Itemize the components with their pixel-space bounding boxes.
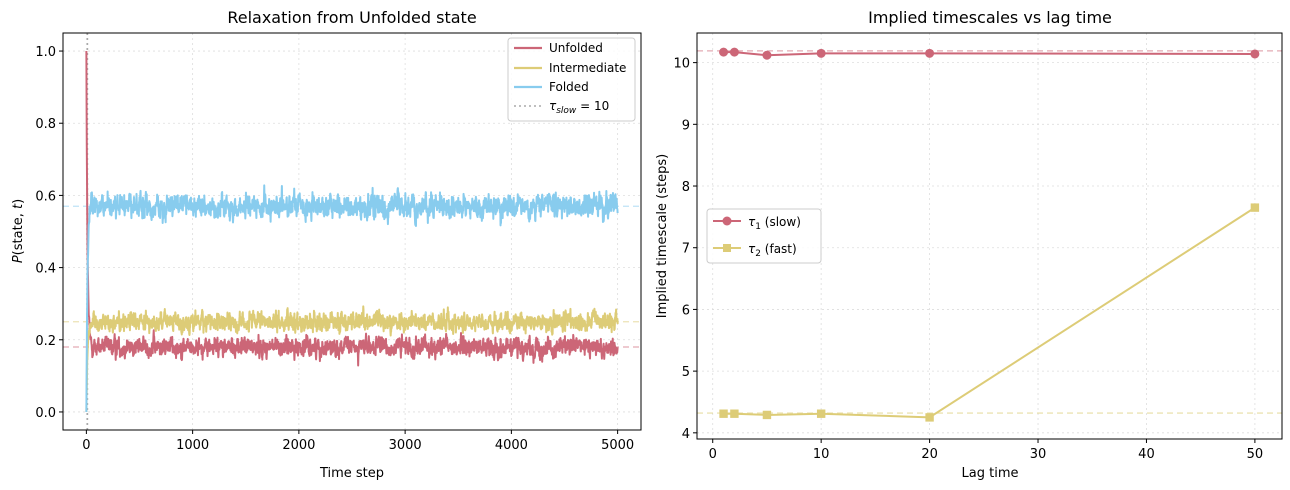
legend-frame [706,208,822,264]
y-tick-label: 4 [682,427,690,442]
y-tick-label: 0.2 [35,334,56,349]
relaxation-chart: Relaxation from Unfolded state 0 1000 2000… [11,8,642,481]
y-tick-label: 1.0 [35,45,56,60]
legend-label-tau-slow: τslow = 10 [549,99,609,116]
legend-marker-tau1 [722,216,732,226]
legend-marker-tau2 [723,244,731,252]
x-tick-label: 10 [813,447,830,462]
series-line-unfolded [85,51,619,367]
plot-frame [62,32,642,431]
data-point-tau1 [925,48,935,58]
series-line-folded [85,184,619,412]
x-tick-label: 1000 [176,438,209,453]
x-axis-label: Time step [319,466,384,481]
tau-subscript: 1 [755,222,761,232]
y-tick-label: 0.8 [35,117,56,132]
x-tick-label: 0 [82,438,90,453]
y-axis-label: P(state, t) [11,199,26,263]
x-tick-label: 0 [709,447,717,462]
data-point-tau1 [1250,49,1260,59]
y-axis-ticks: 0.0 0.2 0.4 0.6 0.8 1.0 [35,45,63,421]
x-axis-ticks: 0 1000 2000 3000 4000 5000 [82,430,634,453]
series-group [719,47,1260,422]
data-point-tau2 [925,413,934,422]
x-axis-label: Lag time [962,466,1019,481]
x-axis-ticks: 0 10 20 30 40 50 [709,439,1264,462]
tau-subscript: 2 [755,249,761,259]
data-point-tau1 [816,48,826,58]
tau-tail: (slow) [761,215,801,229]
series-line-intermediate [85,305,619,412]
x-tick-label: 4000 [495,438,528,453]
x-tick-label: 3000 [389,438,422,453]
legend: τ1 (slow) τ2 (fast) [706,208,822,264]
x-tick-label: 5000 [601,438,634,453]
data-point-tau2 [762,410,772,420]
legend-label-folded: Folded [549,80,589,94]
x-tick-label: 40 [1138,447,1155,462]
x-tick-label: 20 [921,447,938,462]
y-tick-label: 7 [682,242,690,257]
data-point-tau1 [719,47,729,57]
legend-label-tau1: τ1 (slow) [748,215,801,232]
legend: Unfolded Intermediate Folded τslow = 10 [507,37,636,122]
legend-label-tau2: τ2 (fast) [748,242,797,259]
y-tick-label: 8 [682,180,690,195]
y-tick-label: 0.0 [35,406,56,421]
tau-tail: (fast) [761,242,797,256]
legend-label-intermediate: Intermediate [549,61,626,75]
y-axis-ticks: 4 5 6 7 8 9 10 [673,57,697,442]
plot-frame [696,32,1283,440]
chart-title: Relaxation from Unfolded state [227,8,476,27]
tau-value: = 10 [576,99,609,113]
implied-timescales-chart: Implied timescales vs lag time 0 10 20 30 40… [655,8,1283,481]
data-point-tau2 [816,409,826,418]
tau-symbol: τ [748,215,756,229]
data-point-tau1 [729,47,739,57]
chart-title: Implied timescales vs lag time [868,8,1112,27]
y-tick-label: 0.4 [35,262,56,277]
data-point-tau1 [762,50,772,60]
data-point-tau2 [730,409,739,418]
tau-subscript: slow [556,106,577,116]
y-tick-label: 9 [682,118,690,133]
y-tick-label: 5 [682,365,690,380]
y-axis-label: Implied timescale (steps) [655,154,670,318]
tau-symbol: τ [549,99,557,113]
x-tick-label: 50 [1247,447,1264,462]
y-tick-label: 0.6 [35,189,56,204]
legend-frame [507,37,636,122]
tau-symbol: τ [748,242,756,256]
x-tick-label: 30 [1030,447,1047,462]
y-tick-label: 6 [682,303,690,318]
data-point-tau2 [1250,203,1260,212]
reference-lines [697,50,1282,414]
y-tick-label: 10 [673,57,690,72]
data-point-tau2 [719,409,728,418]
x-tick-label: 2000 [282,438,315,453]
legend-label-unfolded: Unfolded [549,41,603,55]
series-group [85,51,619,412]
